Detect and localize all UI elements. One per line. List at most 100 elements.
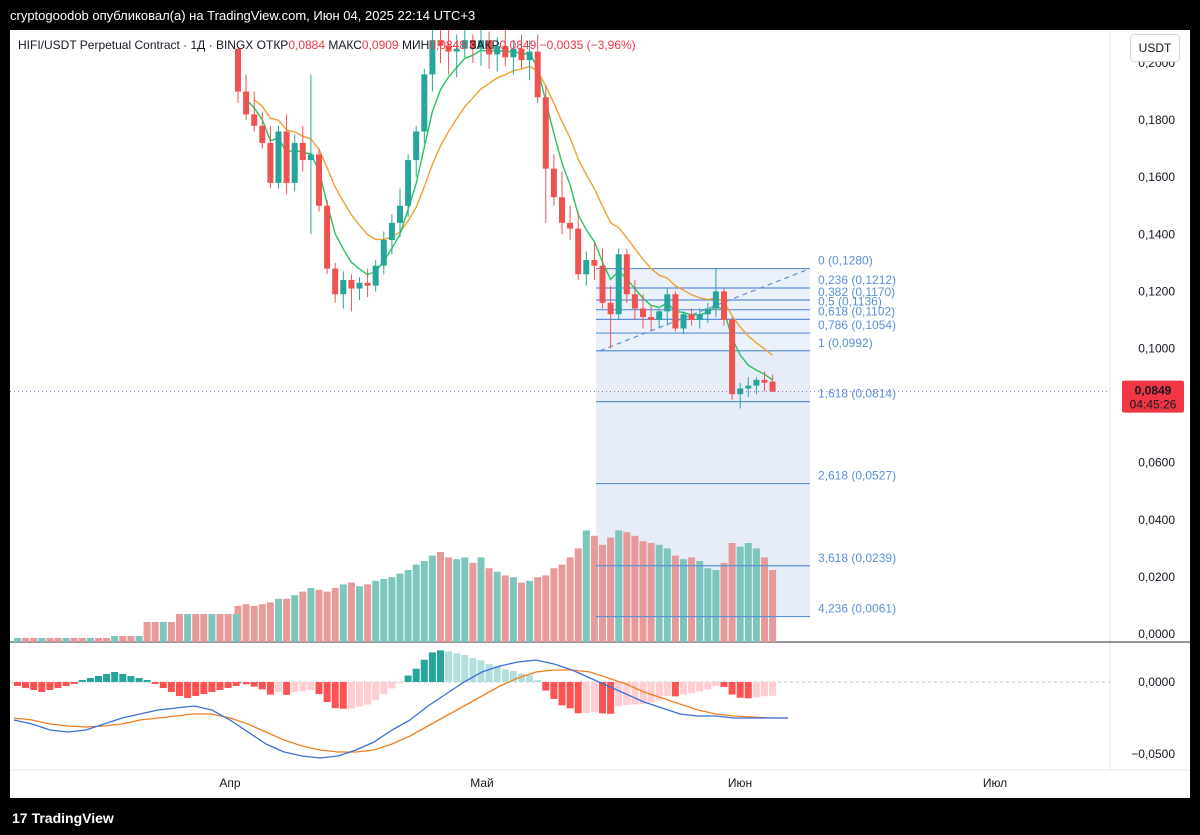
- price-chart[interactable]: 0 (0,1280)0,236 (0,1212)0,382 (0,1170)0,…: [10, 30, 1190, 798]
- candle-body[interactable]: [696, 314, 703, 320]
- candle-body[interactable]: [340, 279, 347, 295]
- macd-histogram-bar: [761, 682, 768, 697]
- symbol-name[interactable]: HIFI/USDT Perpetual Contract · 1Д · BING…: [18, 38, 254, 52]
- macd-histogram-bar: [728, 682, 736, 695]
- candle-body[interactable]: [550, 168, 557, 198]
- candle-body[interactable]: [316, 154, 322, 206]
- macd-histogram-bar: [655, 682, 663, 701]
- candle-body[interactable]: [388, 222, 395, 241]
- candle-body[interactable]: [664, 294, 671, 312]
- candle-body[interactable]: [502, 45, 509, 58]
- candle-body[interactable]: [267, 142, 274, 183]
- candle-body[interactable]: [518, 48, 525, 61]
- volume-bar: [119, 636, 127, 642]
- candle-body[interactable]: [704, 308, 711, 315]
- candle-body[interactable]: [461, 40, 468, 49]
- candle-body[interactable]: [729, 319, 736, 395]
- candle-body[interactable]: [745, 385, 752, 389]
- chart-frame[interactable]: 0 (0,1280) 0,236 (0,1212) 0,382 (0,1170) 0,…: [10, 30, 1190, 798]
- macd-histogram-bar: [242, 682, 250, 685]
- candle-body[interactable]: [631, 294, 638, 309]
- candle-body[interactable]: [583, 259, 590, 275]
- volume-bar: [493, 571, 501, 642]
- macd-histogram-bar: [623, 682, 631, 705]
- volume-bar: [200, 614, 208, 642]
- candle-body[interactable]: [259, 125, 266, 143]
- candle-body[interactable]: [486, 40, 493, 55]
- candle-body[interactable]: [348, 279, 355, 289]
- candle-body[interactable]: [405, 160, 412, 206]
- candle-body[interactable]: [356, 282, 363, 289]
- candle-body[interactable]: [445, 45, 452, 52]
- candle-body[interactable]: [494, 45, 501, 55]
- candle-body[interactable]: [575, 228, 582, 275]
- candle-body[interactable]: [453, 48, 460, 52]
- candle-body[interactable]: [364, 282, 371, 286]
- candle-body[interactable]: [469, 40, 476, 49]
- fib-level-label: 0,786 (0,1054): [818, 318, 896, 332]
- candle-body[interactable]: [769, 381, 776, 392]
- candle-body[interactable]: [243, 91, 250, 115]
- volume-bar: [46, 638, 54, 642]
- candle-body[interactable]: [478, 40, 484, 49]
- macd-histogram-bar: [323, 682, 331, 703]
- candle-body[interactable]: [753, 379, 760, 386]
- candle-body[interactable]: [761, 379, 768, 383]
- price-tag-countdown: 04:45:26: [1130, 398, 1177, 412]
- candle-body[interactable]: [397, 205, 403, 223]
- candle-body[interactable]: [712, 291, 719, 309]
- candle-body[interactable]: [291, 142, 298, 183]
- candle-body[interactable]: [421, 74, 428, 132]
- candle-body[interactable]: [623, 254, 630, 295]
- fib-level-label: 2,618 (0,0527): [818, 469, 896, 483]
- candle-body[interactable]: [380, 240, 387, 266]
- candle-body[interactable]: [648, 317, 655, 320]
- currency-button[interactable]: USDT: [1130, 34, 1180, 62]
- candle-body[interactable]: [640, 308, 646, 318]
- candle-body[interactable]: [680, 314, 687, 329]
- close-value: 0,0849: [499, 38, 537, 52]
- candle-body[interactable]: [559, 197, 565, 223]
- volume-bar: [574, 548, 582, 642]
- price-tick-label: 0,0000: [1138, 627, 1175, 641]
- candle-body[interactable]: [429, 40, 436, 75]
- candle-body[interactable]: [332, 268, 339, 295]
- candle-body[interactable]: [688, 314, 695, 320]
- candle-body[interactable]: [567, 222, 574, 229]
- macd-histogram-bar: [62, 682, 70, 686]
- candle-body[interactable]: [299, 142, 306, 161]
- candle-body[interactable]: [526, 51, 533, 61]
- candle-body[interactable]: [510, 48, 517, 58]
- candle-body[interactable]: [542, 97, 549, 169]
- candle-body[interactable]: [534, 51, 541, 98]
- candle-body[interactable]: [437, 40, 444, 46]
- macd-histogram-bar: [78, 680, 86, 682]
- volume-bar: [712, 570, 720, 642]
- candle-body[interactable]: [283, 131, 290, 183]
- candle-body[interactable]: [737, 388, 744, 395]
- volume-bar: [208, 614, 216, 642]
- candle-body[interactable]: [235, 48, 241, 92]
- macd-histogram-bar: [501, 669, 509, 682]
- macd-histogram-bar: [518, 673, 525, 682]
- candle-body[interactable]: [307, 154, 314, 161]
- macd-histogram-bar: [453, 653, 461, 682]
- candle-body[interactable]: [656, 311, 663, 320]
- candle-body[interactable]: [372, 265, 379, 286]
- candle-body[interactable]: [599, 265, 606, 303]
- volume-bar: [615, 530, 623, 642]
- candle-body[interactable]: [615, 254, 622, 315]
- candle-body[interactable]: [672, 294, 679, 329]
- candle-body[interactable]: [251, 114, 258, 126]
- candle-body[interactable]: [591, 259, 598, 266]
- candle-body[interactable]: [607, 302, 614, 315]
- tradingview-logo[interactable]: 17 TradingView: [12, 810, 114, 826]
- candle-body[interactable]: [275, 131, 282, 183]
- macd-histogram-bar: [590, 682, 598, 712]
- macd-histogram-bar: [680, 682, 687, 695]
- volume-bar: [135, 636, 143, 642]
- fib-level-label: 1,618 (0,0814): [818, 387, 896, 401]
- candle-body[interactable]: [721, 291, 727, 320]
- candle-body[interactable]: [413, 131, 420, 161]
- candle-body[interactable]: [324, 205, 331, 269]
